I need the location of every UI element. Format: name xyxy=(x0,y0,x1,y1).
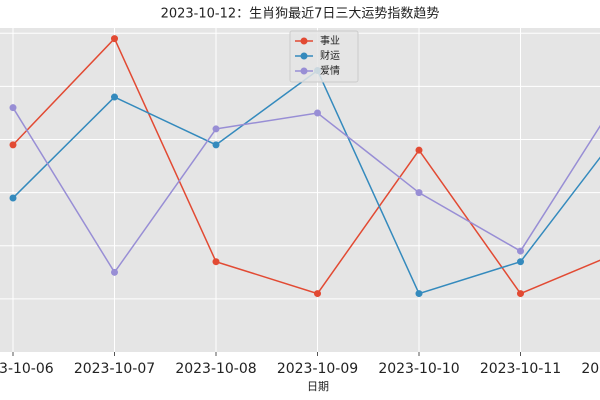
data-point xyxy=(111,93,118,101)
x-tick-label: 2023-10-10 xyxy=(378,361,459,377)
data-point xyxy=(9,141,17,149)
chart-title: 2023-10-12：生肖狗最近7日三大运势指数趋势 xyxy=(161,6,440,22)
legend-label: 事业 xyxy=(320,34,340,47)
data-point xyxy=(314,109,321,117)
data-point xyxy=(9,194,17,202)
legend-marker xyxy=(300,52,308,60)
legend-label: 爱情 xyxy=(320,64,340,77)
x-tick-label: 2023-10-07 xyxy=(74,361,155,377)
data-point xyxy=(212,125,220,133)
x-tick-label: 2023-10-12 xyxy=(581,361,600,377)
data-point xyxy=(415,146,423,154)
data-point xyxy=(415,290,423,298)
data-point xyxy=(517,247,524,255)
data-point xyxy=(111,35,118,43)
x-axis-label: 日期 xyxy=(307,380,329,393)
legend-label: 财运 xyxy=(320,49,340,62)
legend-marker xyxy=(300,67,308,75)
x-tick-label: 2023-10-06 xyxy=(0,361,54,377)
data-point xyxy=(314,290,321,298)
legend-marker xyxy=(300,37,308,45)
data-point xyxy=(517,258,524,266)
data-point xyxy=(111,268,118,276)
data-point xyxy=(415,189,423,197)
data-point xyxy=(212,141,220,149)
x-tick-label: 2023-10-08 xyxy=(175,361,256,377)
x-tick-label: 2023-10-11 xyxy=(480,361,561,377)
data-point xyxy=(9,104,17,112)
data-point xyxy=(517,290,524,298)
x-tick-label: 2023-10-09 xyxy=(277,361,358,377)
data-point xyxy=(212,258,220,266)
